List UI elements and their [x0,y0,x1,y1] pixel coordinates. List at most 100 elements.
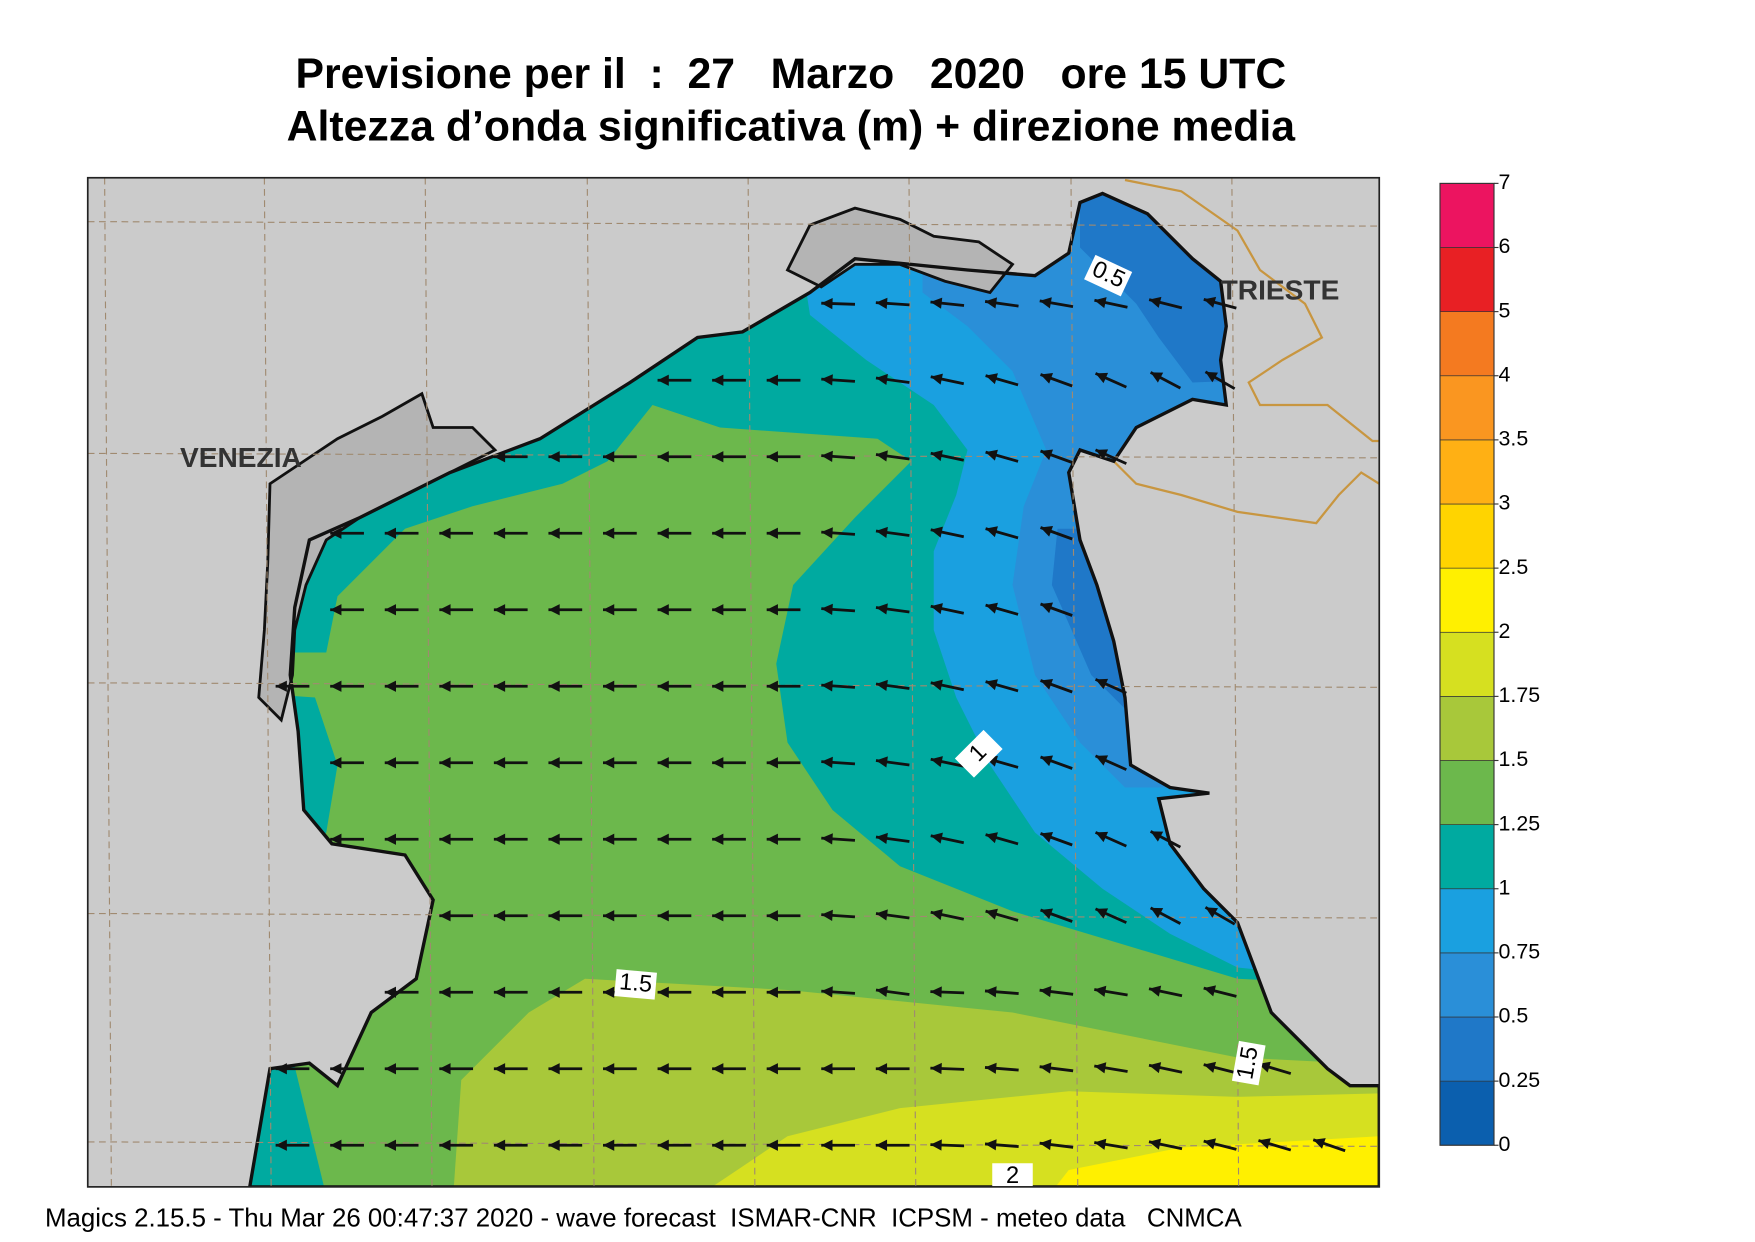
arrow [766,986,801,998]
arrow-head [1150,907,1164,919]
arrow-head [493,604,506,616]
arrow [439,527,474,539]
arrow-head [1094,297,1107,309]
arrow [712,527,746,539]
arrow [1203,296,1237,310]
colorbar-band [1439,760,1495,825]
arrow [657,527,692,539]
arrow [930,603,965,615]
arrow-head [384,986,396,998]
contour-label-bg [992,1163,1033,1187]
arrow [712,680,746,692]
arrow-head [439,910,451,922]
colorbar-label: 3 [1499,491,1511,515]
contour-label-bg [954,729,1003,778]
arrow-head [384,757,396,769]
title: Previsione per il : 27 Marzo 2020 ore 15… [295,50,1286,98]
arrow-head [603,757,615,769]
arrow [821,1139,855,1151]
arrow [1039,1062,1074,1074]
arrow [766,451,801,463]
arrow [603,604,637,616]
arrow-head [930,526,943,538]
wave-zone [1012,1136,1380,1187]
arrow-head [930,1062,942,1075]
arrow [657,451,692,463]
arrow-head [493,1139,506,1151]
arrow [384,1139,419,1151]
arrow-head [712,833,724,845]
arrow-head [766,680,778,692]
arrow [712,986,746,998]
colorbar-label: 1.75 [1499,683,1541,707]
arrow-head [821,833,833,845]
arrow-head [930,679,943,691]
arrow [1040,908,1073,923]
arrow-head [1205,907,1219,918]
arrow-head [439,604,451,616]
arrow [493,1063,528,1075]
arrow-head [712,604,724,616]
arrow-head [712,1063,724,1075]
arrow [821,450,856,462]
arrow [821,1063,855,1075]
footer: Magics 2.15.5 - Thu Mar 26 00:47:37 2020… [45,1204,1242,1232]
arrow-head [1095,449,1109,460]
colorbar-band [1439,696,1495,761]
arrow-head [1039,985,1052,998]
arrow [1094,678,1127,695]
arrow [603,527,637,539]
arrow-head [275,1063,287,1075]
arrow [766,757,801,769]
arrow-head [330,757,342,769]
arrow [985,679,1019,693]
arrow [821,603,856,615]
arrow [1204,906,1236,926]
contour-label: 1.5 [1231,1040,1266,1086]
arrow-head [1039,1138,1052,1151]
colorbar-band [1439,247,1495,312]
arrow-head [930,603,943,615]
contour-label: 2 [992,1163,1033,1187]
arrow [439,1063,474,1075]
arrow-head [1040,373,1054,384]
arrow-head [875,373,888,386]
arrow-head [930,756,943,768]
colorbar-band [1439,183,1495,248]
arrow [384,1063,419,1075]
arrow-head [1258,1138,1271,1150]
arrow-head [875,526,888,539]
arrow [766,1063,801,1075]
colorbar-label: 7 [1499,170,1511,194]
arrow [821,297,856,310]
arrow-head [985,373,998,385]
arrow [821,833,856,845]
arrow-head [330,680,342,692]
arrow-head [1313,1138,1326,1149]
place-label: TRIESTE [1221,274,1340,305]
arrow-head [548,604,560,616]
colorbar-band [1439,888,1495,954]
arrow [1148,1138,1183,1151]
arrow-head [984,1062,997,1074]
colorbar-label: 0.5 [1499,1004,1529,1028]
arrow-head [657,986,669,998]
arrow [603,757,637,769]
arrow-head [1148,1062,1162,1074]
arrow [548,833,583,845]
arrow [875,450,910,462]
colorbar-band [1439,567,1495,633]
arrow-head [384,1063,396,1075]
arrow-head [712,757,724,769]
arrow [930,450,965,462]
arrow-head [1094,1138,1107,1150]
arrow [875,756,910,768]
arrow-head [603,604,615,616]
arrow [930,756,965,768]
arrow [712,1139,746,1151]
arrow-head [875,985,888,998]
arrow-head [1203,1061,1216,1073]
arrow [930,373,965,386]
arrow-head [985,908,998,920]
arrow-head [821,1139,833,1151]
